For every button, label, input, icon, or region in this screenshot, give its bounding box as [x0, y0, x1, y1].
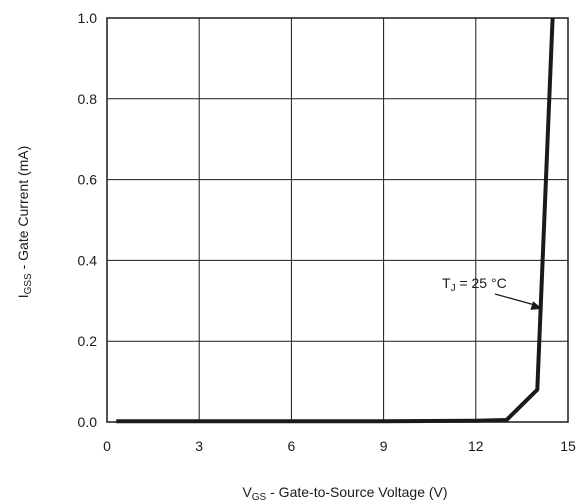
y-tick-label: 1.0 [78, 10, 98, 26]
y-tick-label: 0.8 [78, 91, 98, 107]
x-tick-labels: 0 3 6 9 12 15 [103, 438, 576, 454]
x-tick-label: 6 [288, 438, 296, 454]
annotation-label: TJ = 25 °C [442, 275, 507, 294]
y-tick-label: 0.4 [78, 252, 98, 268]
y-tick-labels: 0.0 0.2 0.4 0.6 0.8 1.0 [78, 10, 98, 430]
x-tick-label: 3 [195, 438, 203, 454]
y-tick-label: 0.6 [78, 172, 98, 188]
x-tick-label: 15 [560, 438, 576, 454]
x-tick-label: 12 [468, 438, 484, 454]
y-tick-label: 0.2 [78, 333, 98, 349]
y-tick-label: 0.0 [78, 414, 98, 430]
temperature-annotation: TJ = 25 °C [442, 275, 543, 310]
x-axis-title: VGS - Gate-to-Source Voltage (V) [242, 484, 447, 503]
x-tick-label: 0 [103, 438, 111, 454]
series-line [116, 17, 555, 424]
y-axis-title: IGSS - Gate Current (mA) [15, 146, 34, 299]
annotation-leader-line [494, 293, 535, 306]
annotation-arrowhead [530, 301, 543, 310]
series-layer [116, 17, 555, 424]
plot-frame [106, 17, 569, 423]
grid [107, 18, 568, 422]
x-tick-label: 9 [380, 438, 388, 454]
